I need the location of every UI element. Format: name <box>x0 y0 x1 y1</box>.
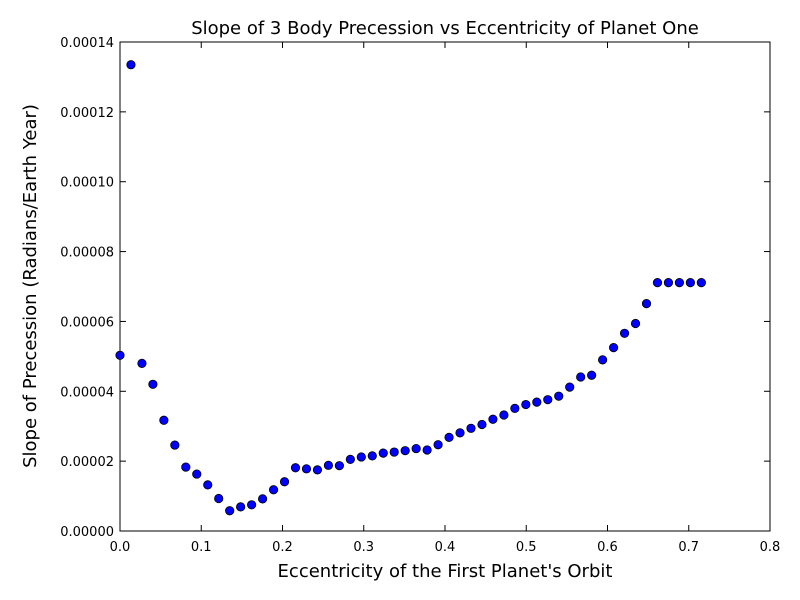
x-tick-label: 0.5 <box>516 540 537 555</box>
y-tick-label: 0.00006 <box>60 315 114 330</box>
data-point <box>301 464 312 474</box>
data-point <box>367 451 377 461</box>
data-point <box>543 395 553 405</box>
x-axis-ticks: 0.0 0.1 0.2 0.3 0.4 0.5 0.6 0.7 0.8 <box>110 42 781 555</box>
x-tick-label: 0.1 <box>191 540 212 555</box>
data-point <box>389 447 399 457</box>
data-point <box>247 500 257 510</box>
data-point <box>576 372 586 382</box>
data-point <box>170 440 180 450</box>
y-tick-label: 0.00004 <box>60 385 114 400</box>
y-tick-label: 0.00014 <box>60 36 114 51</box>
y-axis-label: Slope of Precession (Radians/Earth Year) <box>20 104 41 468</box>
data-point <box>674 278 685 288</box>
data-point <box>587 370 597 380</box>
data-point <box>444 432 454 442</box>
y-tick-label: 0.00008 <box>60 246 114 261</box>
data-point <box>565 382 575 392</box>
data-point <box>126 60 136 70</box>
y-axis-ticks: 0.00000 0.00002 0.00004 0.00006 0.00008 0.000… <box>60 36 770 540</box>
data-point <box>236 502 246 512</box>
data-point <box>477 419 487 430</box>
data-point <box>466 423 476 433</box>
data-point <box>630 318 641 329</box>
x-tick-label: 0.3 <box>353 540 374 555</box>
data-point <box>323 460 334 470</box>
data-point <box>345 454 355 464</box>
data-point <box>696 278 706 288</box>
data-point <box>279 477 290 487</box>
data-point <box>148 379 158 389</box>
data-point <box>521 399 531 410</box>
y-tick-label: 0.00000 <box>60 525 114 540</box>
data-point <box>641 299 652 309</box>
y-tick-label: 0.00002 <box>60 455 114 470</box>
data-point <box>257 494 268 504</box>
data-point <box>488 414 498 424</box>
data-point <box>663 278 674 288</box>
data-point <box>422 445 432 455</box>
chart-title: Slope of 3 Body Precession vs Eccentrici… <box>191 18 699 39</box>
x-tick-label: 0.2 <box>272 540 293 555</box>
data-point <box>619 328 630 338</box>
x-tick-label: 0.8 <box>760 540 781 555</box>
data-point <box>203 480 213 490</box>
x-axis-label: Eccentricity of the First Planet's Orbit <box>278 561 613 582</box>
data-point <box>510 403 520 414</box>
data-point <box>356 452 366 462</box>
data-point <box>214 493 224 504</box>
data-point <box>455 428 465 438</box>
data-point <box>268 485 279 495</box>
data-point <box>378 448 388 458</box>
data-point <box>598 355 608 365</box>
data-point <box>312 465 323 475</box>
data-point <box>334 461 344 471</box>
x-tick-label: 0.7 <box>678 540 699 555</box>
data-point <box>225 506 235 516</box>
data-point <box>192 469 202 479</box>
data-point <box>499 410 509 420</box>
data-point <box>554 391 564 401</box>
x-tick-label: 0.4 <box>435 540 456 555</box>
y-tick-label: 0.00010 <box>60 176 114 191</box>
data-point <box>532 397 542 407</box>
data-point <box>400 446 410 456</box>
data-points <box>115 60 706 516</box>
y-tick-label: 0.00012 <box>60 106 114 121</box>
data-point <box>115 350 125 360</box>
data-point <box>685 278 695 288</box>
data-point <box>159 415 169 425</box>
data-point <box>433 440 443 450</box>
data-point <box>411 443 421 454</box>
data-point <box>181 462 191 472</box>
x-tick-label: 0.6 <box>597 540 618 555</box>
data-point <box>652 278 663 288</box>
plot-area <box>119 41 771 532</box>
data-point <box>290 463 301 473</box>
x-tick-label: 0.0 <box>110 540 131 555</box>
data-point <box>137 358 147 368</box>
data-point <box>608 343 619 353</box>
